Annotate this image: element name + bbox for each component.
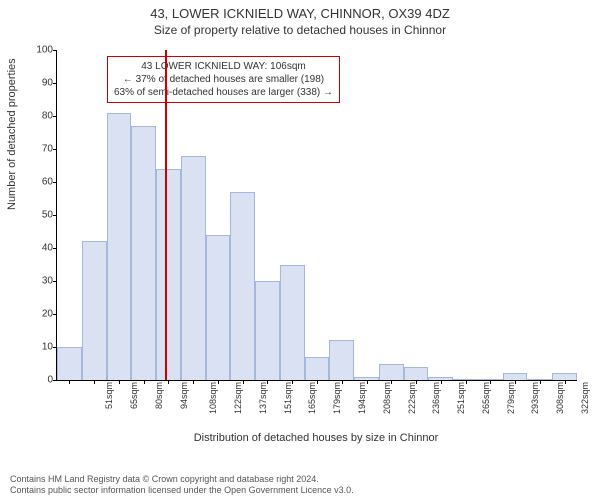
histogram-bar — [82, 241, 107, 380]
x-tick-label: 251sqm — [452, 382, 466, 414]
y-axis-label: Number of detached properties — [6, 58, 18, 210]
x-tick-label: 165sqm — [304, 382, 318, 414]
x-tick-label: 151sqm — [279, 382, 293, 414]
histogram-bar — [181, 156, 206, 380]
annotation-line: 43 LOWER ICKNIELD WAY: 106sqm — [114, 60, 333, 73]
y-tick-mark — [53, 83, 57, 84]
x-tick-mark — [441, 380, 442, 384]
histogram-bar — [404, 367, 429, 380]
y-tick-mark — [53, 149, 57, 150]
y-tick-mark — [53, 215, 57, 216]
x-tick-label: 293sqm — [526, 382, 540, 414]
footer-attribution: Contains HM Land Registry data © Crown c… — [10, 474, 354, 497]
histogram-bar — [255, 281, 280, 380]
histogram-bar — [230, 192, 255, 380]
x-tick-mark — [540, 380, 541, 384]
x-tick-label: 265sqm — [477, 382, 491, 414]
x-tick-label: 108sqm — [204, 382, 218, 414]
annotation-line: ← 37% of detached houses are smaller (19… — [114, 73, 333, 86]
chart-title: 43, LOWER ICKNIELD WAY, CHINNOR, OX39 4D… — [0, 0, 600, 21]
x-tick-mark — [391, 380, 392, 384]
histogram-bar — [280, 265, 305, 381]
x-tick-label: 80sqm — [150, 382, 164, 409]
histogram-bar — [57, 347, 82, 380]
histogram-bar — [156, 169, 181, 380]
x-tick-label: 94sqm — [175, 382, 189, 409]
histogram-bar — [329, 340, 354, 380]
x-tick-mark — [565, 380, 566, 384]
y-tick-mark — [53, 182, 57, 183]
y-tick-mark — [53, 314, 57, 315]
footer-line: Contains public sector information licen… — [10, 485, 354, 496]
x-tick-mark — [292, 380, 293, 384]
x-tick-mark — [218, 380, 219, 384]
x-tick-mark — [243, 380, 244, 384]
histogram-bar — [206, 235, 231, 380]
x-tick-label: 322sqm — [576, 382, 590, 414]
x-tick-label: 208sqm — [378, 382, 392, 414]
histogram-bar — [552, 373, 577, 380]
x-tick-mark — [515, 380, 516, 384]
x-tick-label: 179sqm — [328, 382, 342, 414]
x-tick-label: 308sqm — [551, 382, 565, 414]
x-tick-mark — [490, 380, 491, 384]
annotation-box: 43 LOWER ICKNIELD WAY: 106sqm ← 37% of d… — [107, 56, 340, 103]
y-tick-mark — [53, 380, 57, 381]
x-tick-label: 137sqm — [254, 382, 268, 414]
histogram-bar — [305, 357, 330, 380]
x-tick-mark — [193, 380, 194, 384]
x-tick-mark — [267, 380, 268, 384]
histogram-bar — [503, 373, 528, 380]
chart-subtitle: Size of property relative to detached ho… — [0, 21, 600, 37]
marker-line — [165, 50, 167, 380]
y-tick-mark — [53, 248, 57, 249]
x-tick-mark — [168, 380, 169, 384]
x-tick-mark — [416, 380, 417, 384]
x-axis-label: Distribution of detached houses by size … — [56, 432, 576, 444]
x-tick-label: 51sqm — [100, 382, 114, 409]
x-tick-label: 65sqm — [125, 382, 139, 409]
x-tick-mark — [94, 380, 95, 384]
histogram-bar — [131, 126, 156, 380]
y-tick-mark — [53, 281, 57, 282]
footer-line: Contains HM Land Registry data © Crown c… — [10, 474, 354, 485]
x-tick-label: 122sqm — [229, 382, 243, 414]
annotation-line: 63% of semi-detached houses are larger (… — [114, 86, 333, 99]
y-tick-mark — [53, 116, 57, 117]
x-tick-label: 222sqm — [403, 382, 417, 414]
x-tick-mark — [69, 380, 70, 384]
x-tick-label: 236sqm — [427, 382, 441, 414]
x-tick-label: 194sqm — [353, 382, 367, 414]
x-tick-mark — [466, 380, 467, 384]
y-tick-mark — [53, 50, 57, 51]
x-tick-mark — [119, 380, 120, 384]
plot-area: 43 LOWER ICKNIELD WAY: 106sqm ← 37% of d… — [56, 50, 577, 381]
x-tick-mark — [144, 380, 145, 384]
histogram-bar — [379, 364, 404, 381]
histogram-bar — [107, 113, 132, 380]
x-tick-mark — [367, 380, 368, 384]
x-tick-mark — [342, 380, 343, 384]
x-tick-mark — [317, 380, 318, 384]
chart-container: 43, LOWER ICKNIELD WAY, CHINNOR, OX39 4D… — [0, 0, 600, 500]
x-tick-label: 279sqm — [502, 382, 516, 414]
